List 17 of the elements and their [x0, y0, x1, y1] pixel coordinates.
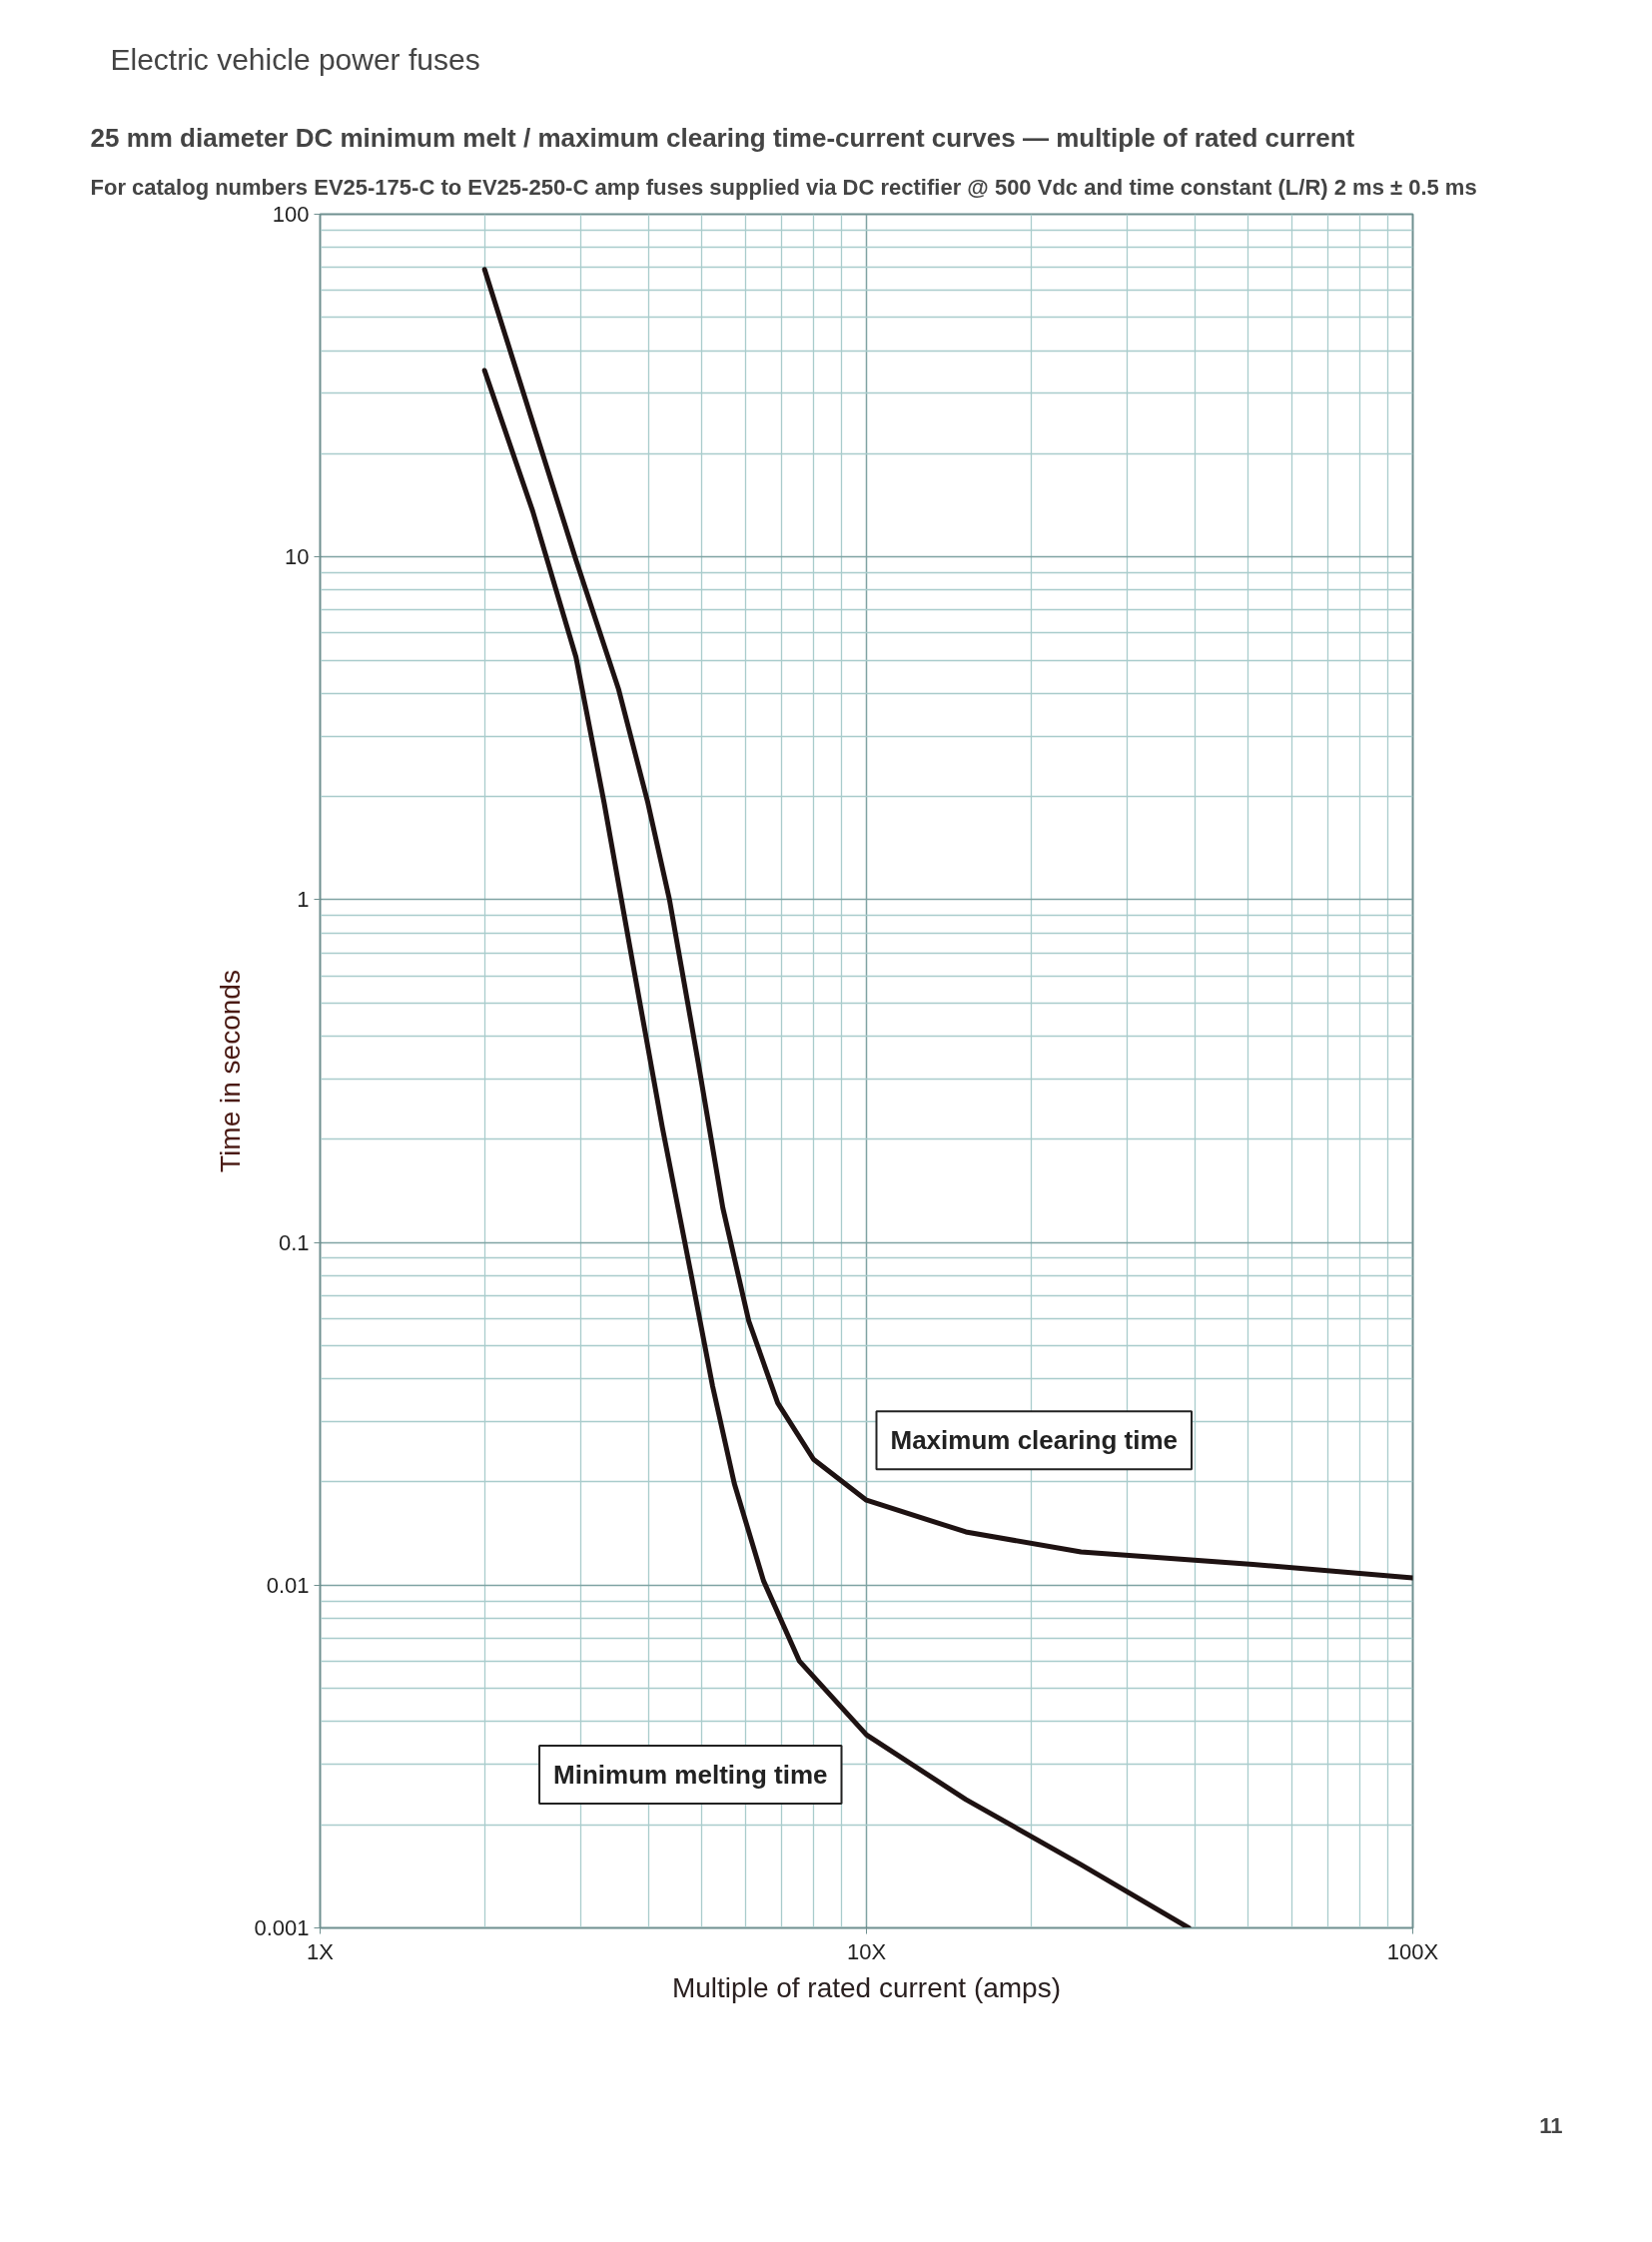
y-tick-label: 10: [285, 544, 310, 570]
y-tick-label: 0.01: [266, 1572, 310, 1598]
series-label: Maximum clearing time: [890, 1425, 1179, 1456]
y-tick-label: 0.1: [278, 1229, 310, 1255]
series-label: Minimum melting time: [553, 1760, 828, 1791]
y-axis-title: Time in seconds: [215, 970, 247, 1172]
y-tick-label: 1: [297, 887, 310, 913]
x-axis-title: Multiple of rated current (amps): [671, 1971, 1062, 2003]
y-tick-label: 100: [272, 202, 310, 227]
text: Electric vehicle power fuses: [110, 42, 480, 76]
y-tick-label: 0.001: [254, 1915, 310, 1940]
x-tick-label: 100X: [1386, 1938, 1439, 1964]
text: 11: [1539, 2112, 1563, 2138]
chart-subtitle: For catalog numbers EV25-175-C to EV25-250-C amp fuses supplied via DC rectifier @ 500 Vdc and time constant (L/R) 2 ms ± 0.5 ms: [90, 174, 1477, 200]
x-tick-label: 1X: [307, 1938, 335, 1964]
chart-title: 25 mm diameter DC minimum melt / maximum clearing time-current curves — multiple of rated current: [90, 122, 1355, 153]
x-tick-label: 10X: [846, 1938, 887, 1964]
